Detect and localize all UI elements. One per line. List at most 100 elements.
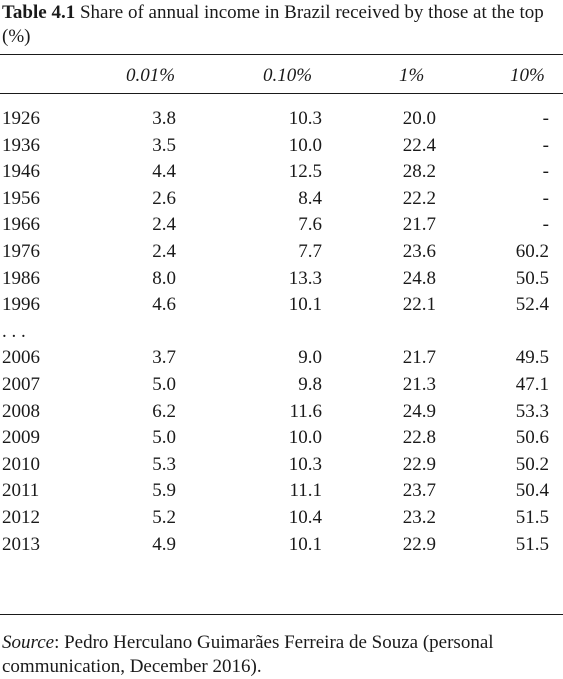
table-row: 2006 3.7 9.0 21.7 49.5 — [0, 345, 563, 372]
top-rule — [0, 54, 563, 55]
table-row: 1956 2.6 8.4 22.2 - — [0, 186, 563, 213]
cell-0-01: 5.0 — [152, 427, 176, 449]
cell-1: 21.3 — [402, 373, 436, 395]
cell-0-10: 7.6 — [298, 214, 322, 236]
cell-0-10: 10.0 — [288, 427, 322, 449]
cell-year: 1936 — [2, 134, 40, 156]
cell-year: 1926 — [2, 108, 40, 129]
cell-10: 47.1 — [515, 373, 549, 395]
source-label: Source — [2, 632, 55, 653]
table-caption: Table 4.1 Share of annual income in Braz… — [2, 1, 558, 49]
cell-1: 22.4 — [402, 134, 436, 156]
cell-year: 1976 — [2, 240, 40, 262]
cell-0-01: 3.7 — [152, 347, 176, 369]
cell-10: 52.4 — [515, 294, 549, 316]
column-header-0-01: 0.01% — [126, 65, 176, 86]
cell-year: 2006 — [2, 347, 40, 369]
cell-year: 2011 — [2, 480, 40, 502]
cell-0-10: 10.0 — [288, 134, 322, 156]
cell-0-10: 8.4 — [298, 187, 322, 209]
cell-0-01: 5.2 — [152, 506, 176, 528]
cell-1: 21.7 — [402, 347, 436, 369]
table-row: 2009 5.0 10.0 22.8 50.6 — [0, 425, 563, 452]
cell-10: 50.6 — [515, 427, 549, 449]
cell-year: 2010 — [2, 453, 40, 475]
cell-year: 2007 — [2, 373, 40, 395]
table-row: 1926 3.8 10.3 20.0 - — [0, 106, 563, 133]
cell-10: 50.4 — [515, 480, 549, 502]
column-header-1: 1% — [399, 65, 425, 86]
cell-0-01: 4.4 — [152, 161, 176, 183]
cell-1: 22.2 — [402, 187, 436, 209]
column-header-10: 10% — [510, 65, 545, 86]
cell-year: 1996 — [2, 294, 40, 316]
table-row: 2012 5.2 10.4 23.2 51.5 — [0, 505, 563, 532]
table-row: 2010 5.3 10.3 22.9 50.2 — [0, 452, 563, 479]
cell-10: 50.2 — [515, 453, 549, 475]
cell-0-10: 13.3 — [288, 267, 322, 289]
table-row: 2011 5.9 11.1 23.7 50.4 — [0, 478, 563, 505]
cell-0-01: 4.9 — [152, 533, 176, 555]
cell-0-10: 9.0 — [298, 347, 322, 369]
cell-0-01: 2.4 — [152, 240, 176, 262]
table-header: 0.01% 0.10% 1% 10% — [0, 56, 563, 92]
cell-1: 22.9 — [402, 453, 436, 475]
cell-0-01: 2.6 — [152, 187, 176, 209]
cell-year: 2012 — [2, 506, 40, 528]
cell-1: 22.8 — [402, 427, 436, 449]
cell-0-10: 10.3 — [288, 108, 322, 129]
cell-0-01: 5.9 — [152, 480, 176, 502]
cell-year: 2013 — [2, 533, 40, 555]
table-row: 1946 4.4 12.5 28.2 - — [0, 159, 563, 186]
cell-year: 1986 — [2, 267, 40, 289]
cell-1: 22.1 — [402, 294, 436, 316]
column-header-0-10: 0.10% — [263, 65, 313, 86]
cell-0-10: 11.1 — [289, 480, 322, 502]
table-row: 1996 4.6 10.1 22.1 52.4 — [0, 292, 563, 319]
cell-0-01: 4.6 — [152, 294, 176, 316]
table-row: . . . — [0, 319, 563, 346]
cell-1: 23.6 — [402, 240, 436, 262]
cell-1: 21.7 — [402, 214, 436, 236]
cell-0-01: 8.0 — [152, 267, 176, 289]
cell-10: 50.5 — [515, 267, 549, 289]
cell-year: 1956 — [2, 187, 40, 209]
cell-10: - — [542, 161, 549, 183]
cell-1: 28.2 — [402, 161, 436, 183]
cell-year: 1946 — [2, 161, 40, 183]
table-title: Share of annual income in Brazil receive… — [2, 2, 544, 47]
cell-10: 49.5 — [515, 347, 549, 369]
table-row: 2013 4.9 10.1 22.9 51.5 — [0, 532, 563, 559]
table-row: 1966 2.4 7.6 21.7 - — [0, 212, 563, 239]
cell-10: - — [542, 134, 549, 156]
cell-0-01: 6.2 — [152, 400, 176, 422]
cell-0-01: 5.0 — [152, 373, 176, 395]
cell-10: - — [542, 214, 549, 236]
table-row: 1986 8.0 13.3 24.8 50.5 — [0, 266, 563, 293]
cell-10: 60.2 — [515, 240, 549, 262]
table-row: 1976 2.4 7.7 23.6 60.2 — [0, 239, 563, 266]
header-rule — [0, 93, 563, 94]
table-row: 2007 5.0 9.8 21.3 47.1 — [0, 372, 563, 399]
cell-0-10: 12.5 — [288, 161, 322, 183]
cell-10: 51.5 — [515, 506, 549, 528]
table-body: 1926 3.8 10.3 20.0-1936 3.5 10.0 22.4-1946 4.4 1… — [0, 106, 563, 558]
cell-0-01: 5.3 — [152, 453, 176, 475]
source-note: Source: Pedro Herculano Guimarães Ferrei… — [2, 631, 558, 679]
cell-1: 24.9 — [402, 400, 436, 422]
cell-0-10: 10.1 — [288, 533, 322, 555]
cell-0-01: 2.4 — [152, 214, 176, 236]
cell-1: 23.2 — [402, 506, 436, 528]
source-text: : Pedro Herculano Guimarães Ferreira de … — [2, 632, 494, 677]
table-row: 2008 6.2 11.6 24.9 53.3 — [0, 399, 563, 426]
cell-0-10: 9.8 — [298, 373, 322, 395]
cell-0-10: 7.7 — [298, 240, 322, 262]
cell-year: 2008 — [2, 400, 40, 422]
cell-1: 24.8 — [402, 267, 436, 289]
cell-0-10: 10.3 — [288, 453, 322, 475]
cell-year: 2009 — [2, 427, 40, 449]
cell-0-10: 11.6 — [289, 400, 322, 422]
bottom-rule — [0, 614, 563, 615]
table-row: 1936 3.5 10.0 22.4 - — [0, 133, 563, 160]
cell-10: 53.3 — [515, 400, 549, 422]
